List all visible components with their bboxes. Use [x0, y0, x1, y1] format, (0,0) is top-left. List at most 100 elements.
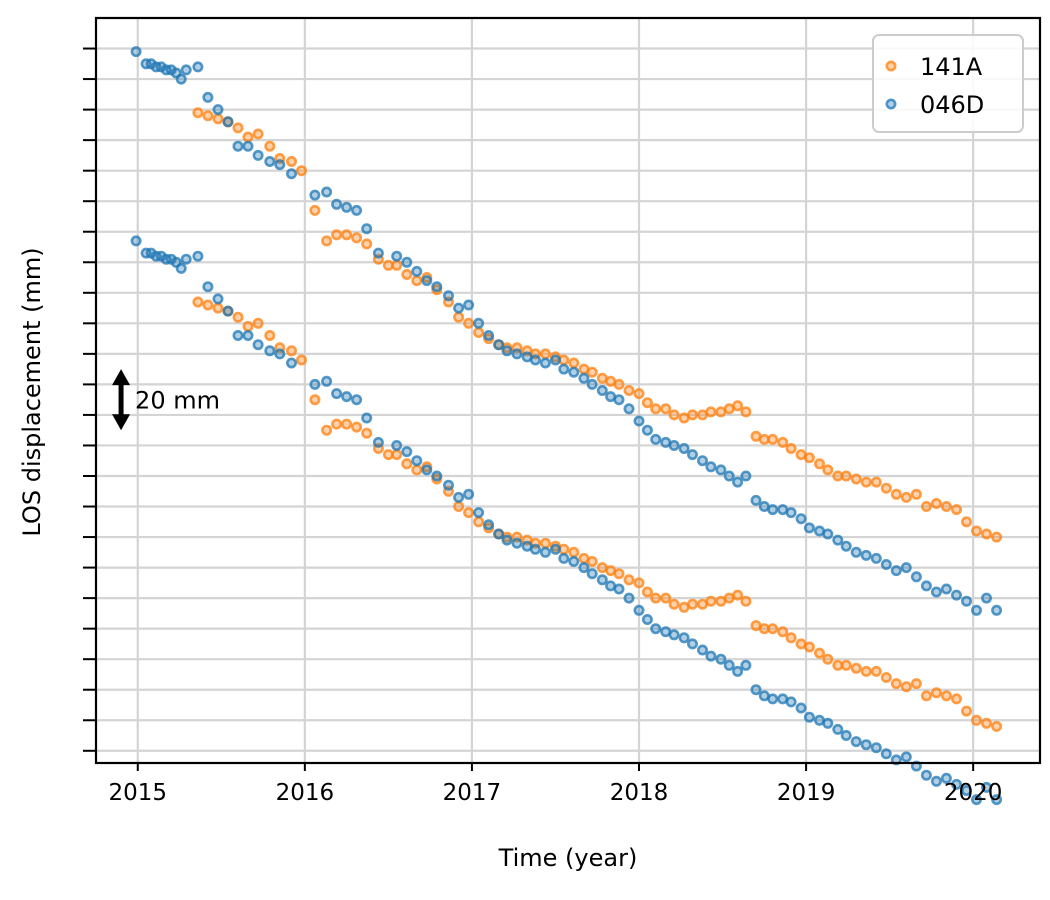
data-point — [832, 534, 844, 546]
legend-label-141A: 141A — [920, 53, 983, 81]
data-point — [613, 394, 625, 406]
data-point — [633, 577, 645, 589]
data-point — [890, 565, 902, 577]
data-point — [686, 598, 698, 610]
data-point — [860, 665, 872, 677]
data-point — [463, 317, 475, 329]
data-point — [453, 491, 465, 503]
y-axis-label: LOS displacement (mm) — [18, 247, 46, 536]
data-point — [212, 104, 224, 116]
data-point — [705, 461, 717, 473]
data-point — [650, 433, 662, 445]
data-point — [391, 259, 403, 271]
data-point — [411, 464, 423, 476]
data-point — [900, 562, 912, 574]
data-point — [950, 693, 962, 705]
data-point — [880, 558, 892, 570]
data-point — [732, 476, 744, 488]
data-point — [242, 329, 254, 341]
data-point — [795, 513, 807, 525]
data-point — [391, 439, 403, 451]
data-point — [641, 586, 653, 598]
data-point — [715, 653, 727, 665]
data-point — [202, 91, 214, 103]
data-point — [529, 543, 541, 555]
data-point — [442, 290, 454, 302]
data-point — [421, 464, 433, 476]
data-point — [870, 552, 882, 564]
data-point — [596, 574, 608, 586]
data-point — [568, 555, 580, 567]
x-tick-label: 2019 — [777, 780, 836, 806]
data-point — [633, 604, 645, 616]
data-point — [970, 714, 982, 726]
data-point — [930, 775, 942, 787]
data-point — [431, 470, 443, 482]
data-point — [623, 574, 635, 586]
data-point — [767, 433, 779, 445]
data-point — [586, 366, 598, 378]
data-point — [696, 455, 708, 467]
data-point — [950, 778, 962, 790]
data-point — [341, 229, 353, 241]
data-point — [650, 592, 662, 604]
data-point — [493, 528, 505, 540]
data-point — [331, 229, 343, 241]
data-point — [668, 409, 680, 421]
data-point — [192, 61, 204, 73]
data-point — [633, 415, 645, 427]
data-point — [785, 632, 797, 644]
data-point — [175, 262, 187, 274]
data-point — [568, 546, 580, 558]
axis-ticks — [83, 47, 975, 771]
data-point — [401, 268, 413, 280]
data-point — [192, 250, 204, 262]
data-point — [295, 354, 307, 366]
data-point — [980, 528, 992, 540]
data-point — [910, 488, 922, 500]
data-point — [453, 500, 465, 512]
data-point — [641, 424, 653, 436]
data-point — [242, 131, 254, 143]
data-point — [991, 794, 1003, 806]
data-point — [242, 140, 254, 152]
data-point — [483, 519, 495, 531]
data-point — [850, 736, 862, 748]
data-point — [890, 678, 902, 690]
data-point — [295, 165, 307, 177]
legend: 141A 046D — [872, 34, 1024, 133]
data-point — [740, 470, 752, 482]
data-point — [960, 705, 972, 717]
x-tick-label: 2016 — [276, 780, 335, 806]
data-point — [473, 516, 485, 528]
data-point — [321, 235, 333, 247]
data-point — [264, 345, 276, 357]
data-point — [880, 671, 892, 683]
data-point — [813, 458, 825, 470]
data-point — [568, 357, 580, 369]
data-point — [549, 543, 561, 555]
data-point — [232, 122, 244, 134]
data-point — [686, 409, 698, 421]
x-tick-labels: 2015 2016 2017 2018 2019 2020 — [108, 780, 1002, 806]
data-point — [686, 449, 698, 461]
data-point — [880, 748, 892, 760]
data-point — [473, 317, 485, 329]
data-point — [970, 525, 982, 537]
data-point — [777, 626, 789, 638]
data-point — [613, 378, 625, 390]
data-point — [529, 354, 541, 366]
data-point — [991, 531, 1003, 543]
data-point — [623, 384, 635, 396]
data-point — [822, 717, 834, 729]
data-point — [950, 504, 962, 516]
data-point — [539, 357, 551, 369]
data-point — [493, 339, 505, 351]
series-046D — [130, 46, 1003, 806]
data-point — [558, 363, 570, 375]
data-point — [351, 204, 363, 216]
data-point — [613, 568, 625, 580]
data-point — [501, 534, 513, 546]
data-point — [285, 156, 297, 168]
data-point — [212, 293, 224, 305]
